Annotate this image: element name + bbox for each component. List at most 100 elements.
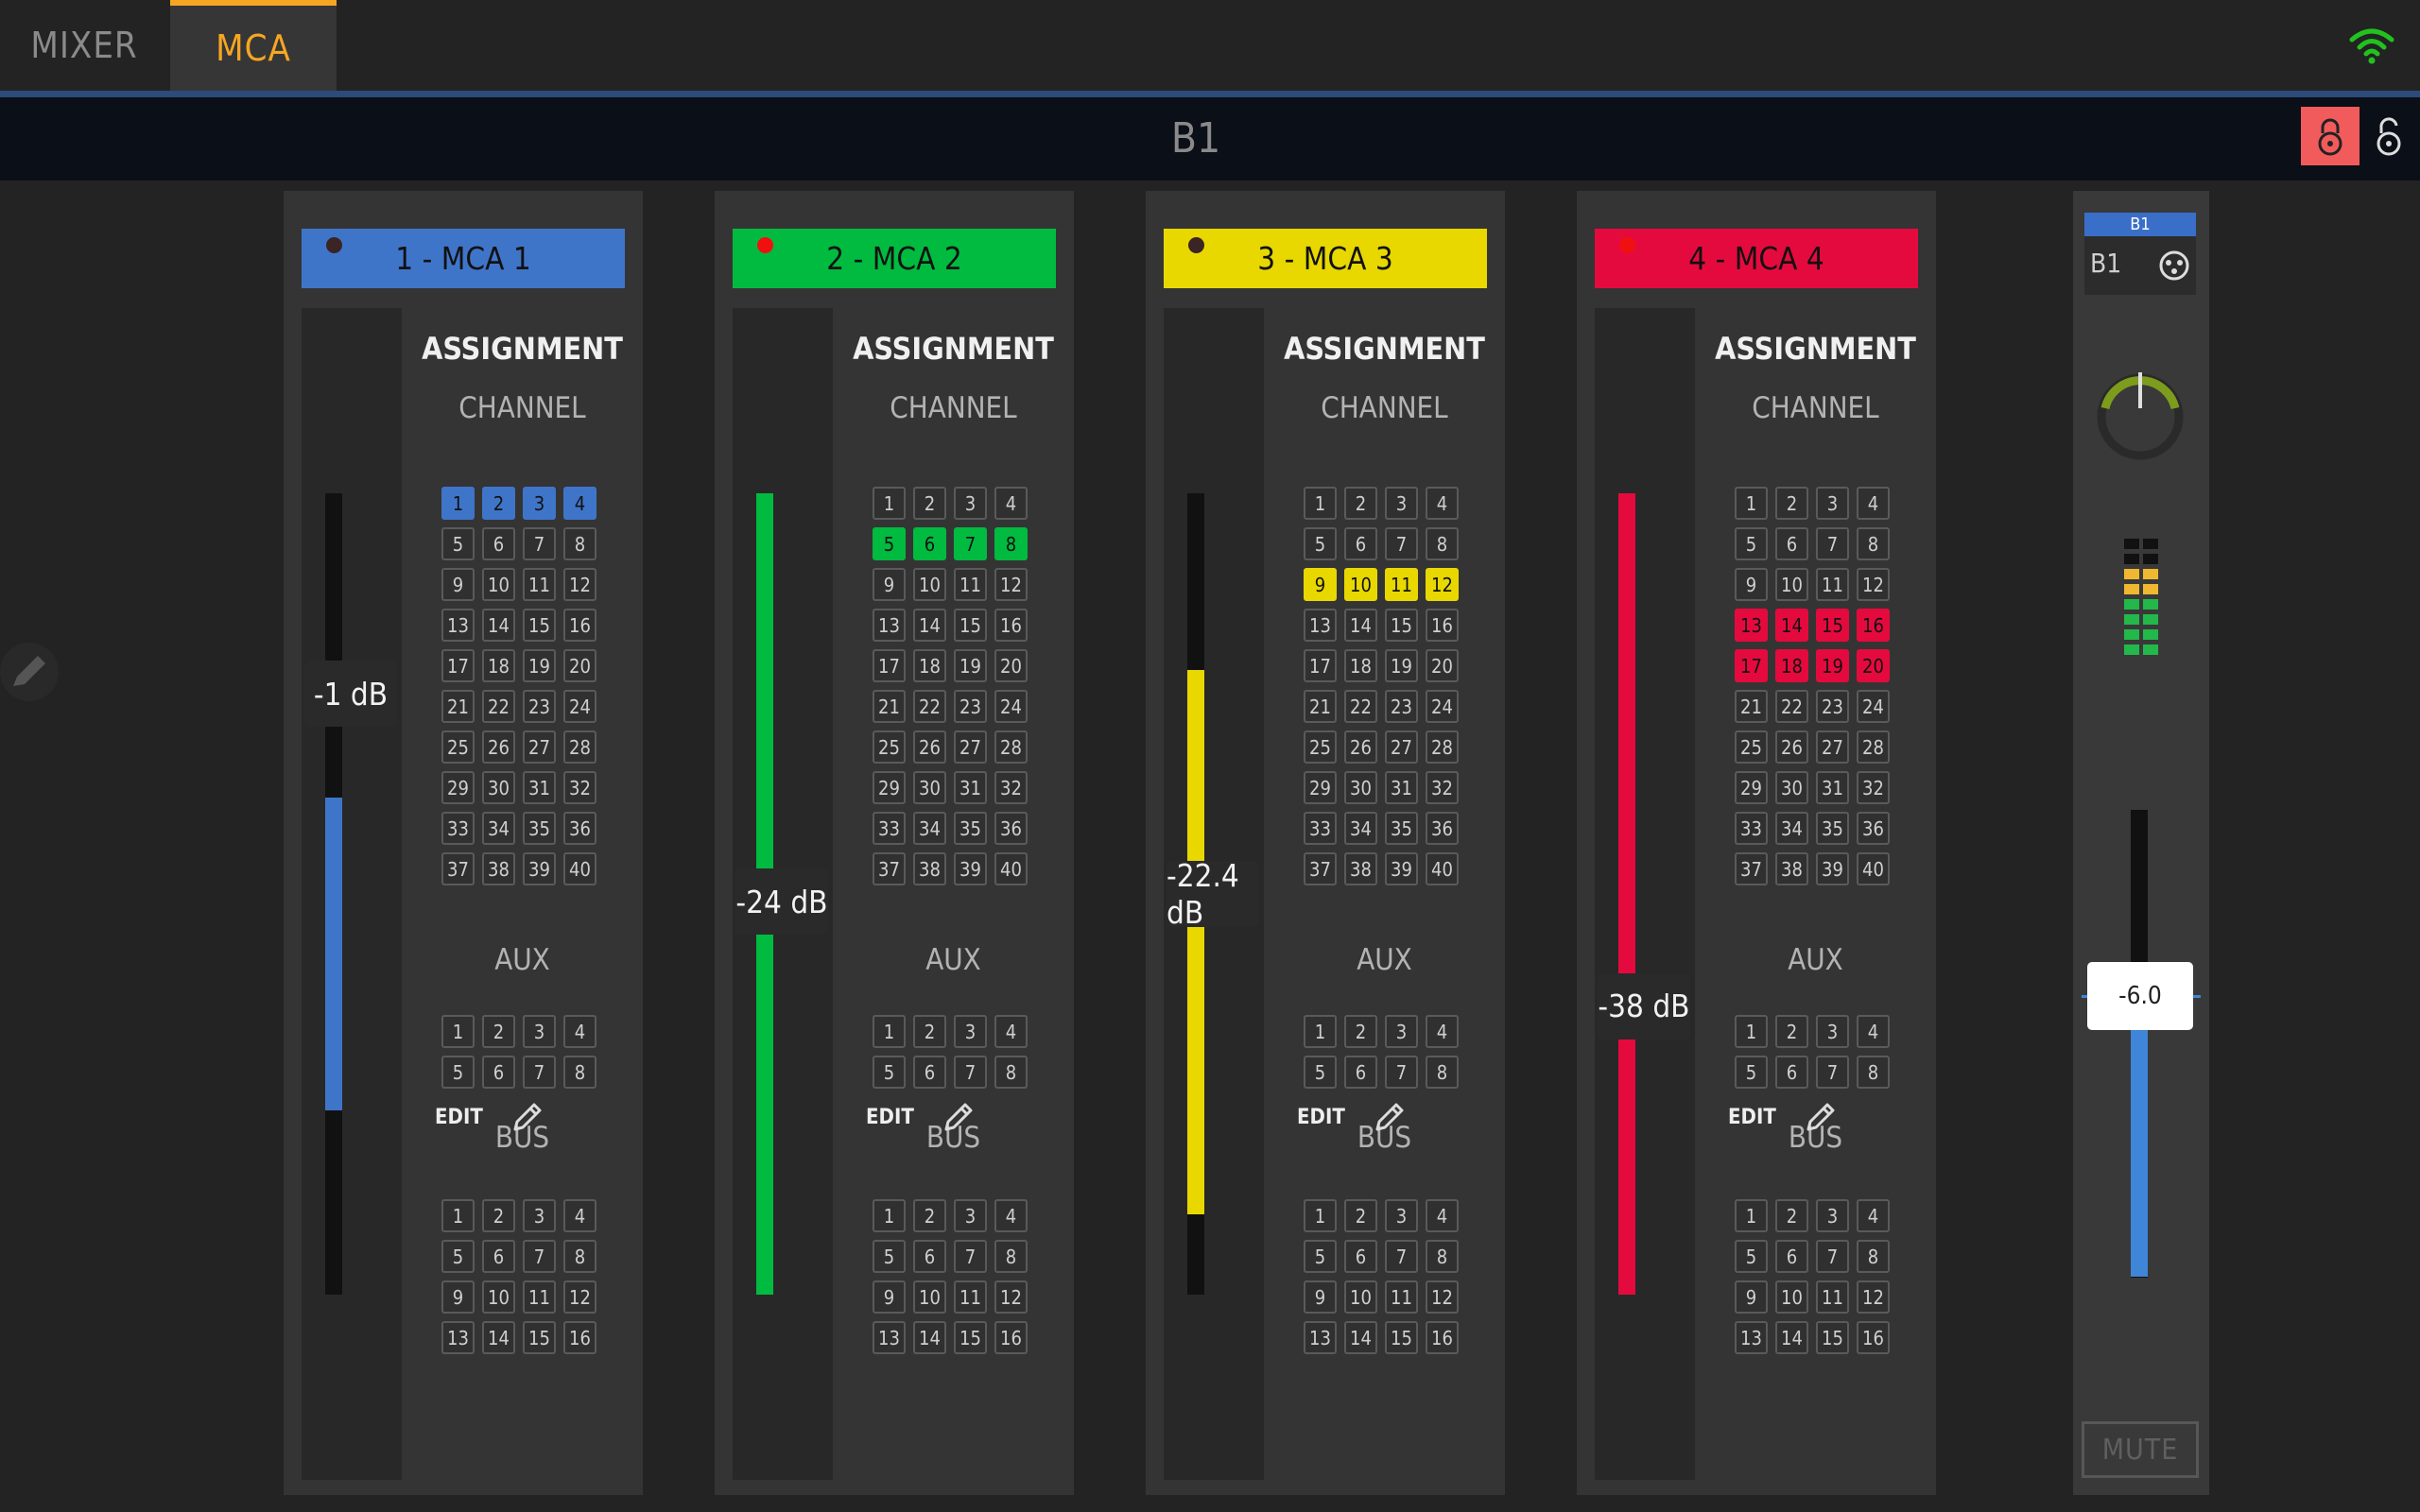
channels-assign-8[interactable]: 8: [563, 527, 596, 560]
channels-assign-19[interactable]: 19: [1385, 649, 1418, 682]
bus-assign-2[interactable]: 2: [913, 1199, 946, 1232]
aux-assign-6[interactable]: 6: [1775, 1056, 1808, 1089]
channels-assign-26[interactable]: 26: [1775, 730, 1808, 764]
bus-assign-14[interactable]: 14: [913, 1321, 946, 1354]
channels-assign-28[interactable]: 28: [1857, 730, 1890, 764]
bus-assign-15[interactable]: 15: [1816, 1321, 1849, 1354]
bus-assign-15[interactable]: 15: [954, 1321, 987, 1354]
edit-button[interactable]: EDIT: [866, 1089, 1036, 1145]
channels-assign-8[interactable]: 8: [1426, 527, 1459, 560]
channels-assign-19[interactable]: 19: [954, 649, 987, 682]
channels-assign-10[interactable]: 10: [482, 568, 515, 601]
channels-assign-39[interactable]: 39: [523, 852, 556, 885]
fader-level-value[interactable]: -22.4 dB: [1167, 857, 1259, 931]
channels-assign-8[interactable]: 8: [1857, 527, 1890, 560]
bus-assign-9[interactable]: 9: [1304, 1280, 1337, 1314]
bus-assign-7[interactable]: 7: [1385, 1240, 1418, 1273]
edit-side-button[interactable]: [0, 643, 59, 701]
channels-assign-4[interactable]: 4: [994, 487, 1028, 520]
bus-assign-15[interactable]: 15: [523, 1321, 556, 1354]
channels-assign-16[interactable]: 16: [1426, 609, 1459, 642]
channels-assign-17[interactable]: 17: [873, 649, 906, 682]
aux-assign-5[interactable]: 5: [873, 1056, 906, 1089]
channels-assign-30[interactable]: 30: [913, 771, 946, 804]
channels-assign-26[interactable]: 26: [913, 730, 946, 764]
bus-assign-13[interactable]: 13: [441, 1321, 475, 1354]
channels-assign-29[interactable]: 29: [441, 771, 475, 804]
channels-assign-40[interactable]: 40: [1426, 852, 1459, 885]
channels-assign-20[interactable]: 20: [1857, 649, 1890, 682]
aux-assign-7[interactable]: 7: [1385, 1056, 1418, 1089]
channels-assign-33[interactable]: 33: [441, 812, 475, 845]
channels-assign-17[interactable]: 17: [1304, 649, 1337, 682]
channels-assign-32[interactable]: 32: [1857, 771, 1890, 804]
bus-assign-12[interactable]: 12: [1426, 1280, 1459, 1314]
bus-assign-3[interactable]: 3: [954, 1199, 987, 1232]
tab-mca[interactable]: MCA: [170, 0, 337, 91]
channels-assign-34[interactable]: 34: [482, 812, 515, 845]
aux-assign-6[interactable]: 6: [913, 1056, 946, 1089]
channels-assign-9[interactable]: 9: [1735, 568, 1768, 601]
bus-assign-8[interactable]: 8: [1426, 1240, 1459, 1273]
bus-assign-5[interactable]: 5: [441, 1240, 475, 1273]
bus-assign-9[interactable]: 9: [441, 1280, 475, 1314]
channels-assign-31[interactable]: 31: [1816, 771, 1849, 804]
channels-assign-12[interactable]: 12: [994, 568, 1028, 601]
channels-assign-3[interactable]: 3: [1385, 487, 1418, 520]
bus-assign-4[interactable]: 4: [1857, 1199, 1890, 1232]
channels-assign-3[interactable]: 3: [954, 487, 987, 520]
channels-assign-2[interactable]: 2: [1775, 487, 1808, 520]
channels-assign-31[interactable]: 31: [1385, 771, 1418, 804]
channels-assign-16[interactable]: 16: [994, 609, 1028, 642]
channels-assign-36[interactable]: 36: [1857, 812, 1890, 845]
channels-assign-24[interactable]: 24: [1426, 690, 1459, 723]
channels-assign-18[interactable]: 18: [913, 649, 946, 682]
bus-assign-12[interactable]: 12: [994, 1280, 1028, 1314]
bus-assign-12[interactable]: 12: [563, 1280, 596, 1314]
channels-assign-7[interactable]: 7: [954, 527, 987, 560]
channels-assign-17[interactable]: 17: [1735, 649, 1768, 682]
channels-assign-11[interactable]: 11: [954, 568, 987, 601]
bus-assign-5[interactable]: 5: [873, 1240, 906, 1273]
channels-assign-10[interactable]: 10: [1344, 568, 1377, 601]
channels-assign-18[interactable]: 18: [1344, 649, 1377, 682]
channels-assign-32[interactable]: 32: [1426, 771, 1459, 804]
channels-assign-40[interactable]: 40: [1857, 852, 1890, 885]
aux-assign-3[interactable]: 3: [1816, 1015, 1849, 1048]
channels-assign-9[interactable]: 9: [1304, 568, 1337, 601]
channels-assign-34[interactable]: 34: [1775, 812, 1808, 845]
aux-assign-5[interactable]: 5: [441, 1056, 475, 1089]
channels-assign-2[interactable]: 2: [1344, 487, 1377, 520]
channels-assign-39[interactable]: 39: [1816, 852, 1849, 885]
channels-assign-7[interactable]: 7: [1816, 527, 1849, 560]
channels-assign-13[interactable]: 13: [873, 609, 906, 642]
bus-assign-12[interactable]: 12: [1857, 1280, 1890, 1314]
channels-assign-5[interactable]: 5: [441, 527, 475, 560]
bus-assign-4[interactable]: 4: [1426, 1199, 1459, 1232]
channels-assign-11[interactable]: 11: [1816, 568, 1849, 601]
fader-track[interactable]: [1618, 493, 1635, 1295]
channels-assign-14[interactable]: 14: [1344, 609, 1377, 642]
channels-assign-11[interactable]: 11: [1385, 568, 1418, 601]
channels-assign-11[interactable]: 11: [523, 568, 556, 601]
fader-level-value[interactable]: -1 dB: [304, 661, 397, 727]
bus-assign-9[interactable]: 9: [1735, 1280, 1768, 1314]
channels-assign-36[interactable]: 36: [994, 812, 1028, 845]
bus-assign-6[interactable]: 6: [482, 1240, 515, 1273]
channels-assign-5[interactable]: 5: [1304, 527, 1337, 560]
channels-assign-12[interactable]: 12: [1857, 568, 1890, 601]
aux-assign-8[interactable]: 8: [1426, 1056, 1459, 1089]
aux-assign-2[interactable]: 2: [913, 1015, 946, 1048]
channels-assign-25[interactable]: 25: [1304, 730, 1337, 764]
bus-assign-11[interactable]: 11: [954, 1280, 987, 1314]
aux-assign-5[interactable]: 5: [1304, 1056, 1337, 1089]
channels-assign-2[interactable]: 2: [482, 487, 515, 520]
bus-assign-5[interactable]: 5: [1304, 1240, 1337, 1273]
channels-assign-36[interactable]: 36: [1426, 812, 1459, 845]
channels-assign-18[interactable]: 18: [482, 649, 515, 682]
bus-assign-10[interactable]: 10: [482, 1280, 515, 1314]
aux-assign-1[interactable]: 1: [1304, 1015, 1337, 1048]
channels-assign-35[interactable]: 35: [954, 812, 987, 845]
channels-assign-16[interactable]: 16: [563, 609, 596, 642]
channels-assign-22[interactable]: 22: [913, 690, 946, 723]
